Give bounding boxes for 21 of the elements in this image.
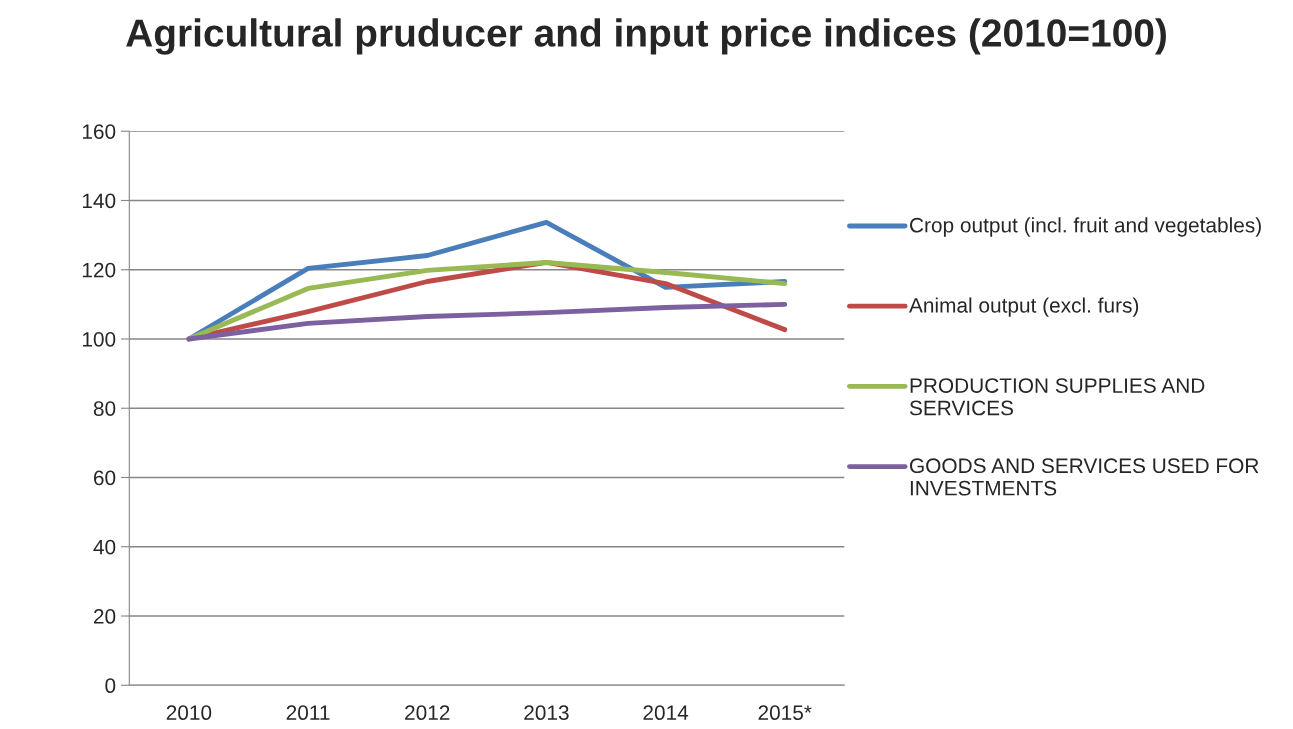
y-tick-label: 140: [82, 193, 116, 209]
x-tick-label: 2011: [286, 705, 330, 721]
legend-label: GOODS AND SERVICES USED FOR INVESTMENTS: [910, 458, 1259, 496]
y-tick-label: 20: [93, 609, 116, 624]
chart-title: Agricultural pruducer and input price indices (2010=100): [126, 18, 1166, 55]
legend-label: PRODUCTION SUPPLIES AND SERVICES: [909, 378, 1205, 416]
y-tick-label: 120: [82, 262, 116, 278]
line-series: [186, 301, 788, 342]
y-tick-label: 40: [93, 539, 116, 555]
y-tick-label: 60: [93, 470, 116, 486]
legend-label: Animal output (excl. furs): [909, 297, 1139, 317]
y-tick-label: 160: [82, 124, 116, 139]
x-tick-label: 2012: [405, 705, 450, 721]
legend-label: Crop output (incl. fruit and vegetables): [910, 217, 1261, 237]
y-tick-label: 80: [93, 401, 116, 416]
x-tick-label: 2013: [524, 705, 569, 721]
x-tick-label: 2015*: [758, 705, 812, 721]
y-tick-label: 100: [82, 331, 116, 347]
x-tick-label: 2014: [643, 705, 689, 721]
y-tick-label: 0: [105, 678, 116, 694]
x-tick-label: 2010: [166, 705, 212, 721]
